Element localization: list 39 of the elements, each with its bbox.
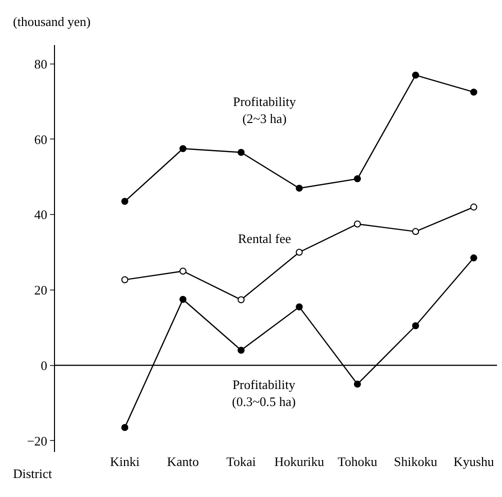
y-tick-label: −20 — [26, 433, 48, 448]
y-tick-label: 40 — [34, 207, 48, 222]
point — [179, 268, 186, 275]
x-tick-label: Shikoku — [394, 454, 438, 469]
x-tick-label: Kyushu — [454, 454, 494, 469]
point — [470, 88, 478, 96]
y-tick-label: 60 — [34, 132, 48, 147]
point — [354, 220, 361, 228]
point — [238, 148, 245, 156]
y-axis-title: (thousand yen) — [13, 14, 91, 29]
x-tick-label: Tokai — [226, 454, 256, 469]
y-tick-label: 20 — [34, 282, 48, 298]
x-tick-label: Kanto — [167, 454, 199, 469]
point — [412, 228, 420, 236]
point — [470, 204, 478, 211]
point — [121, 276, 128, 284]
point — [354, 175, 361, 182]
point — [412, 322, 420, 330]
point — [354, 380, 361, 388]
series-label: Profitability (2~3 ha) — [233, 94, 296, 126]
y-tick-label: 0 — [40, 358, 48, 373]
x-axis-title: District — [13, 466, 52, 481]
point — [296, 184, 303, 192]
point — [412, 72, 420, 79]
series-label: Profitability (0.3~0.5 ha) — [232, 377, 296, 409]
y-tick-label: 80 — [34, 56, 48, 72]
point — [121, 198, 128, 205]
point — [296, 248, 303, 256]
point — [238, 346, 245, 354]
point — [296, 303, 303, 310]
point — [121, 424, 128, 431]
x-tick-label: Hokuriku — [274, 454, 325, 469]
point — [470, 254, 478, 262]
point — [179, 296, 186, 303]
series-label: Rental fee — [238, 231, 292, 246]
x-tick-label: Kinki — [110, 454, 140, 469]
point — [238, 296, 245, 304]
x-tick-label: Tohoku — [338, 454, 378, 469]
point — [179, 145, 186, 152]
